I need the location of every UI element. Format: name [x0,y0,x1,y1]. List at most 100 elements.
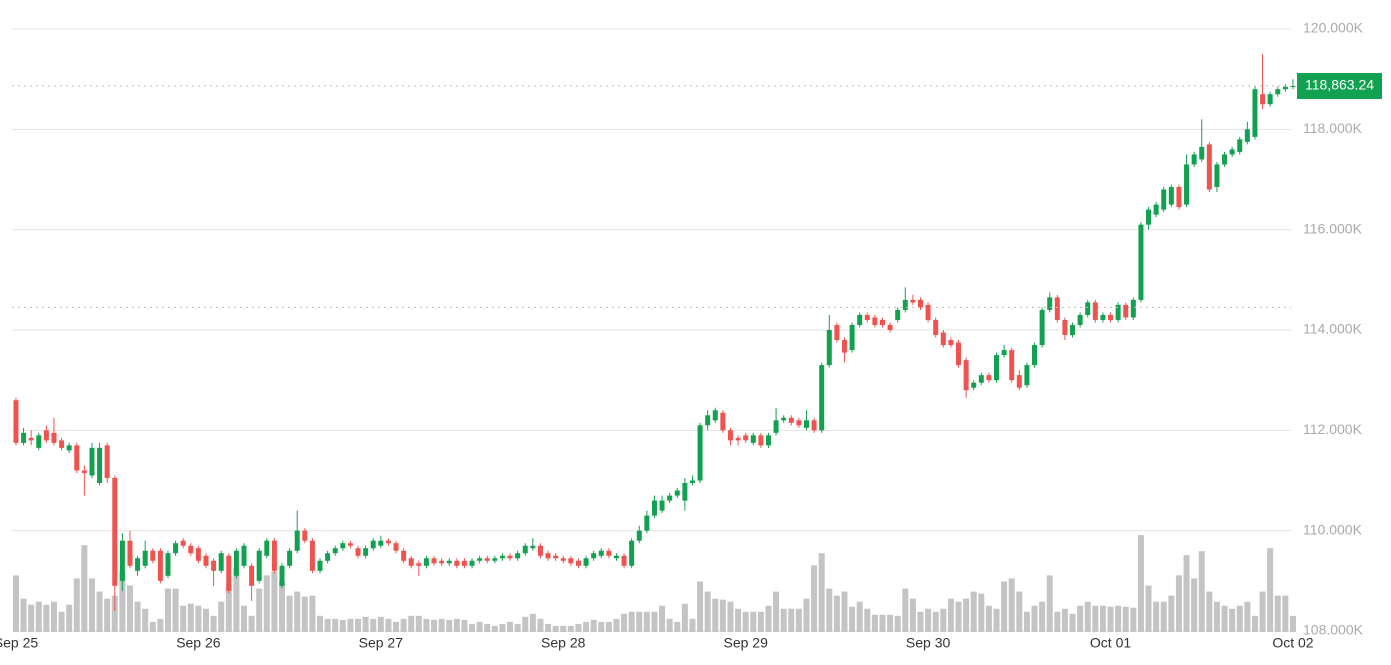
candle-body [340,543,346,549]
volume-bar [484,623,491,632]
candle-body [849,324,855,351]
volume-bar [157,618,164,632]
candle-body [13,400,19,443]
candle-body [1282,86,1288,90]
last-price-box [1297,73,1382,100]
volume-bar [590,619,597,632]
candle-body [796,420,802,426]
volume-bar [1282,595,1289,632]
candle-body [750,435,756,443]
volume-bar [12,575,19,632]
candle-body [1161,189,1167,210]
volume-bar [765,605,772,632]
volume-bar [339,619,346,632]
volume-bar [575,623,582,632]
volume-bar [1191,578,1198,632]
volume-bar [286,595,293,632]
candle-body [378,540,384,546]
x-tick-label: Sep 29 [723,635,768,651]
volume-bar [240,605,247,632]
volume-bar [735,608,742,632]
candle-body [1016,375,1022,388]
volume-bar [1122,606,1129,632]
candle-body [537,545,543,556]
volume-bar [704,591,711,632]
candle-body [218,553,224,571]
y-tick-label: 118.000K [1303,120,1363,136]
candle-body [811,420,817,431]
candle-body [325,553,331,561]
volume-bar [50,601,57,632]
candle-body [347,543,353,546]
candle-body [1092,302,1098,320]
volume-bar [119,571,126,632]
candle-body [51,432,57,443]
candle-body [241,545,247,566]
candle-body [104,445,110,478]
candle-body [264,540,270,556]
candle-body [332,548,338,554]
volume-bar [180,605,187,632]
volume-bar [841,591,848,632]
volume-bar [104,598,111,632]
candle-body [302,530,308,541]
volume-bar [73,578,80,632]
candle-body [256,550,262,581]
candle-body [735,437,741,441]
candle-body [173,543,179,554]
candle-body [226,555,232,591]
y-tick-label: 108.000K [1303,622,1364,638]
candle-body [887,324,893,330]
volume-bar [446,619,453,632]
volume-bar [742,611,749,632]
volume-bar [864,608,871,632]
candle-body [188,545,194,554]
candle-body [233,550,239,576]
volume-bar [636,611,643,632]
candle-body [674,490,680,496]
candle-body [370,540,376,549]
candle-body [530,545,536,549]
candle-body [416,563,422,566]
candle-body [773,420,779,433]
candle-body [971,382,977,388]
candle-body [636,530,642,541]
volume-bar [1168,595,1175,632]
volume-bar [164,588,171,632]
candle-body [583,558,589,566]
volume-bar [271,571,278,632]
volume-bar [1259,591,1266,632]
volume-bar [377,616,384,632]
volume-bar [1092,605,1099,632]
candle-body [788,417,794,423]
volume-bar [202,608,209,632]
candle-body [1032,345,1038,366]
candle-body [712,410,718,421]
x-tick-label: Sep 27 [359,635,404,651]
volume-bar [598,621,605,632]
candle-body [507,555,513,559]
candle-body [165,553,171,576]
volume-bar [811,565,818,632]
volume-bar [955,601,962,632]
volume-bar [894,615,901,632]
candle-body [895,309,901,320]
volume-bar [317,615,324,632]
volume-bar [28,604,35,632]
candle-body [119,540,125,581]
volume-bar [1183,555,1190,632]
volume-bar [917,611,924,632]
candle-body [553,555,559,559]
volume-bar [279,581,286,632]
volume-bar [1274,595,1281,632]
candle-body [287,550,293,566]
candle-body [910,299,916,303]
candle-body [864,314,870,320]
candle-body [1138,224,1144,300]
candle-body [857,314,863,325]
volume-bar [385,618,392,632]
candle-body [575,560,581,566]
candle-body [1153,204,1159,215]
candle-body [956,342,962,366]
